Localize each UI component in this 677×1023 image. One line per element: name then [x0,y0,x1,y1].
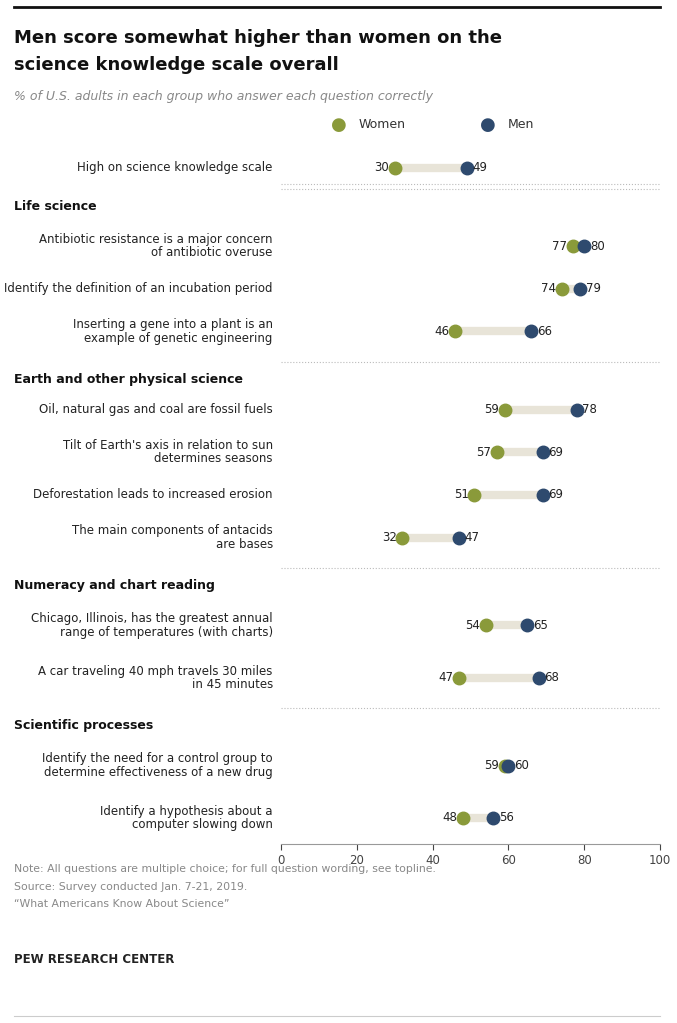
Text: 54: 54 [465,619,480,632]
Text: 65: 65 [533,619,548,632]
Text: computer slowing down: computer slowing down [132,818,273,831]
Text: Identify the need for a control group to: Identify the need for a control group to [42,753,273,765]
Text: 66: 66 [537,325,552,338]
Text: 48: 48 [442,811,457,825]
Text: 60: 60 [514,759,529,772]
Text: Oil, natural gas and coal are fossil fuels: Oil, natural gas and coal are fossil fue… [39,403,273,416]
Text: 56: 56 [499,811,514,825]
Text: Life science: Life science [14,199,96,213]
Text: Numeracy and chart reading: Numeracy and chart reading [14,579,215,592]
Text: Inserting a gene into a plant is an: Inserting a gene into a plant is an [73,318,273,331]
Text: Men: Men [508,119,534,131]
Text: 47: 47 [465,531,480,544]
Text: 77: 77 [552,239,567,253]
Text: 79: 79 [586,282,601,296]
Text: 59: 59 [484,759,499,772]
Text: 30: 30 [374,162,389,174]
Text: Earth and other physical science: Earth and other physical science [14,373,242,386]
Text: of antibiotic overuse: of antibiotic overuse [152,247,273,260]
Text: Tilt of Earth's axis in relation to sun: Tilt of Earth's axis in relation to sun [63,439,273,452]
Text: Scientific processes: Scientific processes [14,719,153,732]
Text: example of genetic engineering: example of genetic engineering [85,331,273,345]
Text: PEW RESEARCH CENTER: PEW RESEARCH CENTER [14,953,174,967]
Text: 59: 59 [484,403,499,416]
Text: 69: 69 [548,488,563,501]
Text: 49: 49 [473,162,487,174]
Text: determines seasons: determines seasons [154,452,273,465]
Text: High on science knowledge scale: High on science knowledge scale [77,162,273,174]
Text: 78: 78 [582,403,597,416]
Text: 46: 46 [435,325,450,338]
Text: A car traveling 40 mph travels 30 miles: A car traveling 40 mph travels 30 miles [39,665,273,677]
Text: Men score somewhat higher than women on the: Men score somewhat higher than women on … [14,29,502,47]
Text: science knowledge scale overall: science knowledge scale overall [14,56,338,75]
Text: range of temperatures (with charts): range of temperatures (with charts) [60,626,273,638]
Text: Note: All questions are multiple choice; for full question wording, see topline.: Note: All questions are multiple choice;… [14,864,435,875]
Text: are bases: are bases [215,538,273,550]
Text: 32: 32 [382,531,397,544]
Text: 47: 47 [439,671,454,684]
Text: 51: 51 [454,488,468,501]
Text: Deforestation leads to increased erosion: Deforestation leads to increased erosion [33,488,273,501]
Text: Chicago, Illinois, has the greatest annual: Chicago, Illinois, has the greatest annu… [31,613,273,625]
Text: in 45 minutes: in 45 minutes [192,678,273,691]
Text: Identify the definition of an incubation period: Identify the definition of an incubation… [4,282,273,296]
Text: 74: 74 [541,282,556,296]
Text: % of U.S. adults in each group who answer each question correctly: % of U.S. adults in each group who answe… [14,90,433,103]
Text: Identify a hypothesis about a: Identify a hypothesis about a [100,805,273,817]
Text: “What Americans Know About Science”: “What Americans Know About Science” [14,899,229,909]
Text: ●: ● [330,116,347,134]
Text: ●: ● [479,116,496,134]
Text: 80: 80 [590,239,605,253]
Text: 69: 69 [548,446,563,459]
Text: 68: 68 [544,671,559,684]
Text: Source: Survey conducted Jan. 7-21, 2019.: Source: Survey conducted Jan. 7-21, 2019… [14,882,247,892]
Text: Women: Women [359,119,406,131]
Text: The main components of antacids: The main components of antacids [72,525,273,537]
Text: 57: 57 [477,446,492,459]
Text: Antibiotic resistance is a major concern: Antibiotic resistance is a major concern [39,233,273,247]
Text: determine effectiveness of a new drug: determine effectiveness of a new drug [44,766,273,779]
